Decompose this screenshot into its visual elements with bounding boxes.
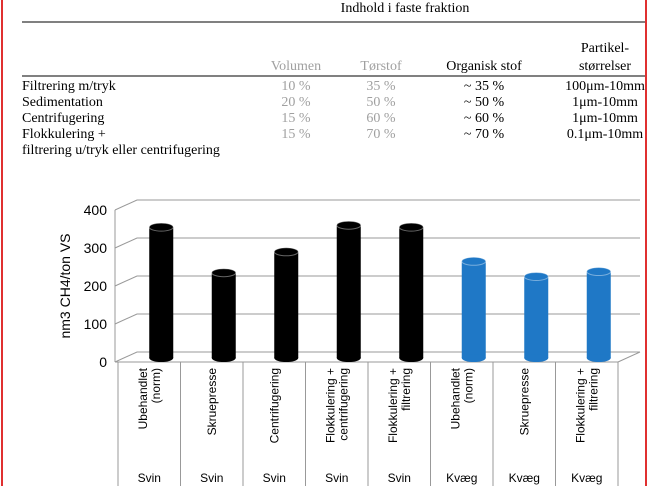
grid-line <box>114 199 640 211</box>
grid-line <box>114 313 640 325</box>
x-tick-label: filtrering <box>586 368 600 411</box>
cell: 15 % <box>281 127 311 142</box>
cell: ~ 50 % <box>464 95 505 110</box>
x-tick-label: Flokkulering + <box>386 368 400 443</box>
y-tick-label: 400 <box>84 202 108 218</box>
bar <box>586 271 611 358</box>
cell: 15 % <box>281 111 311 126</box>
row-label: Filtrering m/tryk <box>22 79 116 94</box>
group-label: Svin <box>388 471 411 485</box>
bar <box>149 227 174 358</box>
x-tick-label: Flokkulering + <box>573 368 587 443</box>
bar <box>211 272 236 358</box>
bar-base <box>586 354 611 362</box>
bar <box>274 251 299 358</box>
cell: 1μm-10mm <box>572 95 638 110</box>
column-header: størrelser <box>579 59 631 74</box>
y-tick-label: 100 <box>84 316 108 332</box>
x-tick-label: (norm) <box>149 368 163 403</box>
cell: 60 % <box>366 111 396 126</box>
bar <box>524 276 549 358</box>
group-label: Kvæg <box>571 471 602 485</box>
bar-base <box>336 354 361 362</box>
y-tick-label: 0 <box>99 354 107 370</box>
x-tick-label: Centrifugering <box>267 368 281 443</box>
bar-base <box>274 354 299 362</box>
bar-base <box>524 354 549 362</box>
bar <box>461 261 486 358</box>
x-tick-label: Flokkulering + <box>323 368 337 443</box>
bar-base <box>399 354 424 362</box>
bar-base <box>461 354 486 362</box>
bar-base <box>211 354 236 362</box>
axis <box>617 351 641 363</box>
bar-top <box>273 247 299 257</box>
group-label: Svin <box>263 471 286 485</box>
bar <box>399 227 424 358</box>
cell: 0.1μm-10mm <box>567 127 643 142</box>
column-header: Organisk stof <box>446 59 522 74</box>
grid-line <box>114 351 640 363</box>
cell: ~ 70 % <box>464 127 505 142</box>
cell: 35 % <box>366 79 396 94</box>
column-header: Partikel- <box>581 41 630 56</box>
group-label: Svin <box>200 471 223 485</box>
x-tick-label: (norm) <box>461 368 475 403</box>
y-tick-label: 300 <box>84 240 108 256</box>
cell: 70 % <box>366 127 396 142</box>
group-label: Svin <box>138 471 161 485</box>
x-tick-label: Skruepresse <box>205 368 219 436</box>
x-tick-label: centrifugering <box>336 368 350 441</box>
group-label: Kvæg <box>446 471 477 485</box>
group-label: Svin <box>325 471 348 485</box>
bar-base <box>149 354 174 362</box>
y-axis-label: nm3 CH4/ton VS <box>57 233 73 338</box>
bar-top <box>336 220 362 230</box>
table-title: Indhold i faste fraktion <box>341 1 470 16</box>
x-tick-label: filtrering <box>399 368 413 411</box>
row-label: filtrering u/tryk eller centrifugering <box>22 143 220 158</box>
bar-top <box>461 256 487 266</box>
row-label: Flokkulering + <box>22 127 106 142</box>
x-tick-label: Ubehandlet <box>448 367 462 429</box>
bar <box>336 225 361 358</box>
grid-line <box>114 275 640 287</box>
group-label: Kvæg <box>509 471 540 485</box>
row-label: Centrifugering <box>22 111 104 126</box>
cell: ~ 35 % <box>464 79 505 94</box>
cell: ~ 60 % <box>464 111 505 126</box>
cell: 10 % <box>281 79 311 94</box>
x-tick-label: Ubehandlet <box>136 367 150 429</box>
bar-top <box>211 268 237 278</box>
bar-top <box>523 272 549 281</box>
row-label: Sedimentation <box>22 95 103 110</box>
bar-top <box>398 222 424 232</box>
y-tick-label: 200 <box>84 278 108 294</box>
column-header: Volumen <box>271 59 321 74</box>
grid-line <box>114 237 640 249</box>
cell: 20 % <box>281 95 311 110</box>
bar-top <box>586 267 612 277</box>
cell: 100μm-10mm <box>565 79 645 94</box>
cell: 1μm-10mm <box>572 111 638 126</box>
bar-top <box>148 222 174 232</box>
cell: 50 % <box>366 95 396 110</box>
x-tick-label: Skruepresse <box>517 368 531 436</box>
column-header: Tørstof <box>360 59 402 74</box>
